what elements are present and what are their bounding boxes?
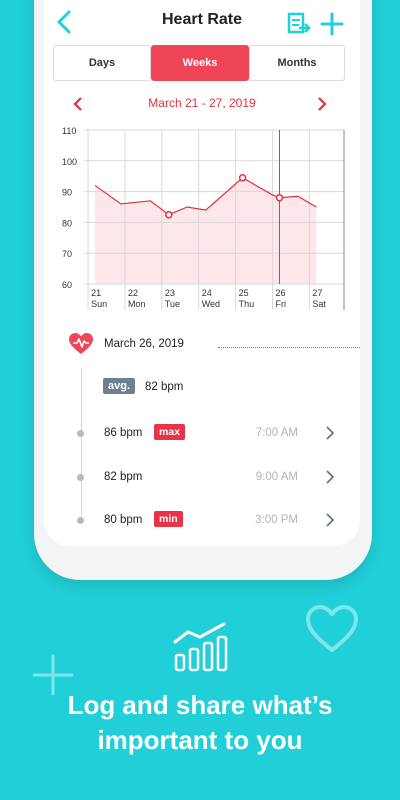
tab-weeks[interactable]: Weeks [151,45,249,81]
reading-bpm: 86 bpm [104,427,143,439]
avg-badge: avg. [103,378,136,394]
x-tick-label: 21 [91,288,101,298]
average-value: 82 bpm [145,381,184,393]
reading-bpm: 80 bpm [104,514,143,526]
x-tick-day: Sat [312,299,326,309]
reading-time: 7:00 AM [255,427,298,439]
max-badge: max [154,424,186,440]
next-week-icon[interactable] [316,96,328,112]
data-point [275,194,284,202]
x-tick-label: 24 [202,288,212,298]
x-tick-day: Sun [91,299,107,309]
data-point [238,173,247,182]
plus-icon[interactable] [320,12,344,36]
previous-week-icon[interactable] [72,96,84,112]
x-tick-day: Thu [239,299,255,309]
series-line [94,177,317,216]
timeline-line [81,368,82,520]
heart-pulse-icon [69,333,93,354]
reading-row[interactable]: 80 bpm min 3:00 PM [44,511,360,531]
heart-outline-icon [306,605,358,652]
x-tick-label: 26 [275,288,285,298]
reading-time: 9:00 AM [255,471,298,483]
back-chevron-icon[interactable] [56,10,72,34]
tab-days[interactable]: Days [53,45,151,81]
reading-row[interactable]: 82 bpm 9:00 AM [44,468,360,488]
selected-date: March 26, 2019 [104,338,184,350]
reading-bpm: 82 bpm [104,471,143,483]
timeline-dot [77,517,84,524]
chevron-right-icon[interactable] [325,426,335,440]
chart-area [95,177,317,284]
export-icon[interactable] [287,12,311,34]
y-tick-label: 70 [62,249,72,259]
divider [218,347,360,348]
tagline-line-2: important to you [97,725,303,755]
x-tick-label: 25 [239,288,249,298]
date-range-label: March 21 - 27, 2019 [148,96,256,110]
y-tick-label: 100 [62,157,77,167]
x-tick-day: Mon [128,299,146,309]
x-tick-label: 27 [312,288,322,298]
page-title: Heart Rate [161,11,243,28]
promo-tagline: Log and share what’s important to you [0,688,400,758]
tab-months[interactable]: Months [249,45,345,81]
data-point [165,210,173,219]
y-tick-label: 60 [62,280,72,290]
chevron-right-icon[interactable] [325,470,335,484]
y-tick-label: 80 [62,218,72,228]
reading-time: 3:00 PM [255,514,298,526]
reading-row[interactable]: 86 bpm max 7:00 AM [44,424,360,444]
min-badge: min [154,511,183,527]
y-tick-label: 90 [62,188,72,198]
y-tick-label: 110 [62,126,76,136]
timeline-dot [77,474,84,481]
tagline-line-1: Log and share what’s [67,690,333,720]
timeline-dot [77,430,84,437]
bar-chart-trend-icon [173,622,228,672]
x-tick-label: 23 [165,288,175,298]
x-tick-day: Fri [275,299,286,309]
app-screen: Heart Rate Days Weeks Months March 21 - … [44,0,360,546]
x-tick-day: Wed [202,299,220,309]
x-tick-day: Tue [165,299,180,309]
x-tick-label: 22 [128,288,138,298]
plus-outline-icon [32,654,74,696]
chevron-right-icon[interactable] [325,513,335,527]
